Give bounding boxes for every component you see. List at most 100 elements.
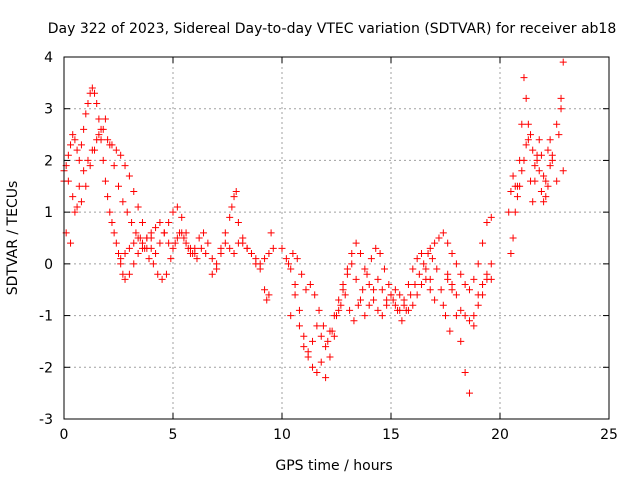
data-point [328,327,336,335]
data-point [531,162,539,170]
data-point [385,281,393,289]
data-point [108,218,116,226]
data-point [195,234,203,242]
data-point [461,312,469,320]
data-point [391,301,399,309]
data-point [457,337,465,345]
x-tick-label: 20 [491,427,509,443]
data-point [370,286,378,294]
data-point [169,208,177,216]
data-point [93,136,101,144]
series-arc-k [444,260,495,325]
data-point [184,244,192,252]
data-point [444,239,452,247]
data-point [483,275,491,283]
data-point [309,337,317,345]
data-point [261,255,269,263]
data-point [426,244,434,252]
data-point [465,389,473,397]
data-point [180,234,188,242]
data-point [173,234,181,242]
series-arc-j [439,270,495,397]
data-point [99,156,107,164]
data-point [378,312,386,320]
data-point [265,291,273,299]
data-point [363,270,371,278]
data-point [226,244,234,252]
data-point [119,270,127,278]
data-point [125,172,133,180]
y-tick-label: 0 [44,257,53,273]
data-point [117,255,125,263]
data-point [442,312,449,320]
data-point [370,296,378,304]
data-point [162,270,170,278]
data-point [409,301,417,309]
data-point [487,260,495,268]
data-point [479,281,487,289]
data-point [444,275,452,283]
data-point [465,317,473,325]
data-point [396,291,404,299]
data-point [134,234,142,242]
data-point [322,374,330,382]
series-arc-g [285,244,454,345]
data-point [376,250,384,258]
data-point [413,291,421,299]
data-point [378,286,386,294]
series-arc-a [60,84,155,283]
data-point [82,182,90,190]
data-point [422,265,430,273]
data-point [383,296,391,304]
data-point [516,182,524,190]
series-arc-e [208,187,275,304]
data-point [173,203,181,211]
data-point [365,281,373,289]
data-point [335,306,343,314]
data-point [178,213,186,221]
data-point [546,136,554,144]
data-point [544,182,552,190]
x-tick-label: 15 [382,427,400,443]
data-point [69,193,77,201]
data-point [75,182,83,190]
data-point [309,363,317,371]
data-point [117,151,125,159]
data-point [557,105,565,113]
data-point [356,250,364,258]
data-point [311,291,319,299]
data-point [479,239,487,247]
data-point [73,203,81,211]
data-point [522,141,530,149]
data-point [291,281,299,289]
data-point [452,312,460,320]
data-point [191,244,199,252]
data-point [293,255,301,263]
data-point [426,286,434,294]
data-point [404,281,412,289]
data-point [291,291,299,299]
data-point [213,260,221,268]
data-point [234,218,242,226]
data-point [64,151,72,159]
data-point [269,244,277,252]
data-point [112,146,120,154]
y-tick-label: -2 [39,360,53,376]
data-point [557,94,565,102]
data-point [509,172,517,180]
plot-frame [63,56,610,420]
data-point [221,229,229,237]
data-point [95,115,103,123]
y-tick-label: -1 [39,309,53,325]
data-point [230,193,238,201]
data-point [509,234,517,242]
data-point [119,198,127,206]
series-arc-m [505,94,567,216]
data-point [324,337,332,345]
data-point [354,301,362,309]
data-point [101,115,109,123]
x-tick-label: 25 [600,427,618,443]
data-point [535,136,543,144]
